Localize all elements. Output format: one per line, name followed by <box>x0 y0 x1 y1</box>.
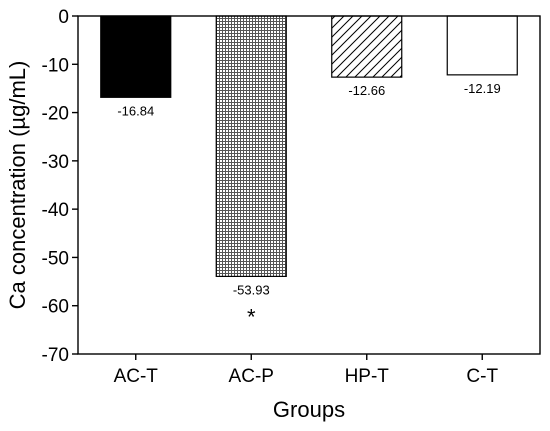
x-tick-label: AC-T <box>114 366 159 387</box>
x-tick-label: AC-P <box>229 366 274 387</box>
value-label: -12.66 <box>348 83 385 98</box>
annotations: -16.84 -53.93 -12.66 -12.19 * <box>117 81 500 330</box>
bar-c-t <box>446 15 518 76</box>
bars-layer <box>100 15 518 278</box>
y-tick-label: -60 <box>42 297 69 318</box>
bar-ac-p <box>215 15 287 278</box>
y-axis: 0 -10 -20 -30 -40 -50 -60 -70 <box>42 7 78 366</box>
y-tick-label: -50 <box>42 248 69 269</box>
plot-frame <box>77 15 541 355</box>
x-tick-label: C-T <box>466 366 498 387</box>
y-tick-label: -70 <box>42 345 69 366</box>
x-axis: AC-T AC-P HP-T C-T <box>114 354 498 387</box>
significance-marker: * <box>247 304 256 329</box>
x-tick-label: HP-T <box>345 366 390 387</box>
value-label: -12.19 <box>464 81 501 96</box>
x-axis-title: Groups <box>273 397 345 422</box>
bar-ac-t <box>100 15 172 98</box>
y-tick-label: 0 <box>58 7 69 28</box>
y-tick-label: -40 <box>42 200 69 221</box>
y-tick-label: -10 <box>42 55 69 76</box>
value-label: -16.84 <box>117 103 154 118</box>
y-tick-label: -20 <box>42 104 69 125</box>
bar-hp-t <box>331 15 403 78</box>
y-axis-title: Ca concentration (µg/mL) <box>5 61 30 310</box>
y-tick-label: -30 <box>42 152 69 173</box>
value-label: -53.93 <box>233 282 270 297</box>
